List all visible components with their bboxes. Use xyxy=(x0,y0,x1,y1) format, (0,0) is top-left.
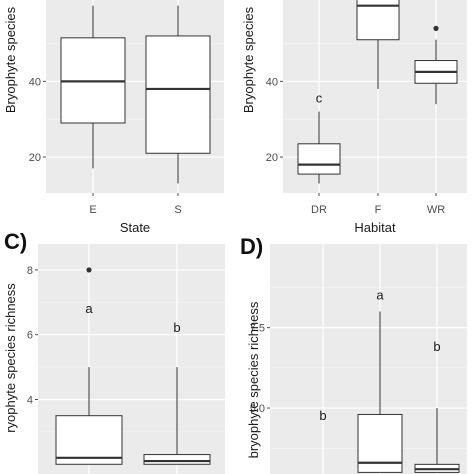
y-tick-label: 20 xyxy=(266,152,278,164)
y-axis-label: Bryophyte species xyxy=(241,6,256,113)
box-S xyxy=(145,5,211,184)
y-tick-label: 40 xyxy=(29,76,41,88)
significance-letter: c xyxy=(316,90,323,105)
x-tick-label: DR xyxy=(311,204,327,216)
box-body xyxy=(145,35,211,154)
significance-letter: a xyxy=(85,301,93,316)
y-tick-label: 5.0 xyxy=(250,403,265,415)
panel-a: 20 40 E S State Bryophyte species xyxy=(3,0,224,235)
x-axis-label: Habitat xyxy=(354,220,396,235)
x-tick-label: F xyxy=(375,204,382,216)
significance-letter: b xyxy=(319,408,326,423)
y-tick-label: 6 xyxy=(27,330,33,342)
y-tick-label: 7.5 xyxy=(250,323,265,335)
panel-d: 5.0 7.5 b a b bryophyte species richness xyxy=(246,244,467,474)
box-body xyxy=(55,415,123,465)
box-body xyxy=(297,143,341,175)
y-axis-label: ryophyte species richness xyxy=(3,283,18,433)
box-DR xyxy=(297,111,341,184)
y-axis-label: bryophyte species richness xyxy=(246,301,261,458)
significance-letter: a xyxy=(376,287,384,302)
y-axis-label: Bryophyte species xyxy=(3,6,18,113)
x-tick-label: WR xyxy=(427,204,445,216)
x-tick-label: E xyxy=(89,204,96,216)
significance-letter: b xyxy=(173,320,180,335)
box-WR xyxy=(414,39,458,105)
y-tick-label: 40 xyxy=(266,76,278,88)
box-1 xyxy=(55,367,123,465)
box-3 xyxy=(414,408,460,473)
box-F xyxy=(356,0,400,89)
y-tick-label: 20 xyxy=(29,152,41,164)
significance-letter: b xyxy=(433,339,440,354)
x-tick-label: S xyxy=(174,204,181,216)
y-tick-label: 8 xyxy=(27,265,33,277)
panel-label-c: C) xyxy=(4,229,27,254)
outlier-point xyxy=(433,25,439,31)
panel-c: 4 6 8 a b ryophyte species richness xyxy=(3,244,225,474)
panel-label-d: D) xyxy=(240,234,263,259)
x-axis-label: State xyxy=(120,220,150,235)
box-E xyxy=(60,5,126,169)
panel-b: 20 40 c DR F WR Habitat Bryophyte species xyxy=(241,0,467,235)
box-body xyxy=(143,454,211,465)
y-tick-label: 4 xyxy=(27,394,33,406)
outlier-point xyxy=(86,267,92,273)
box-2 xyxy=(357,311,403,473)
box-2 xyxy=(143,367,211,465)
